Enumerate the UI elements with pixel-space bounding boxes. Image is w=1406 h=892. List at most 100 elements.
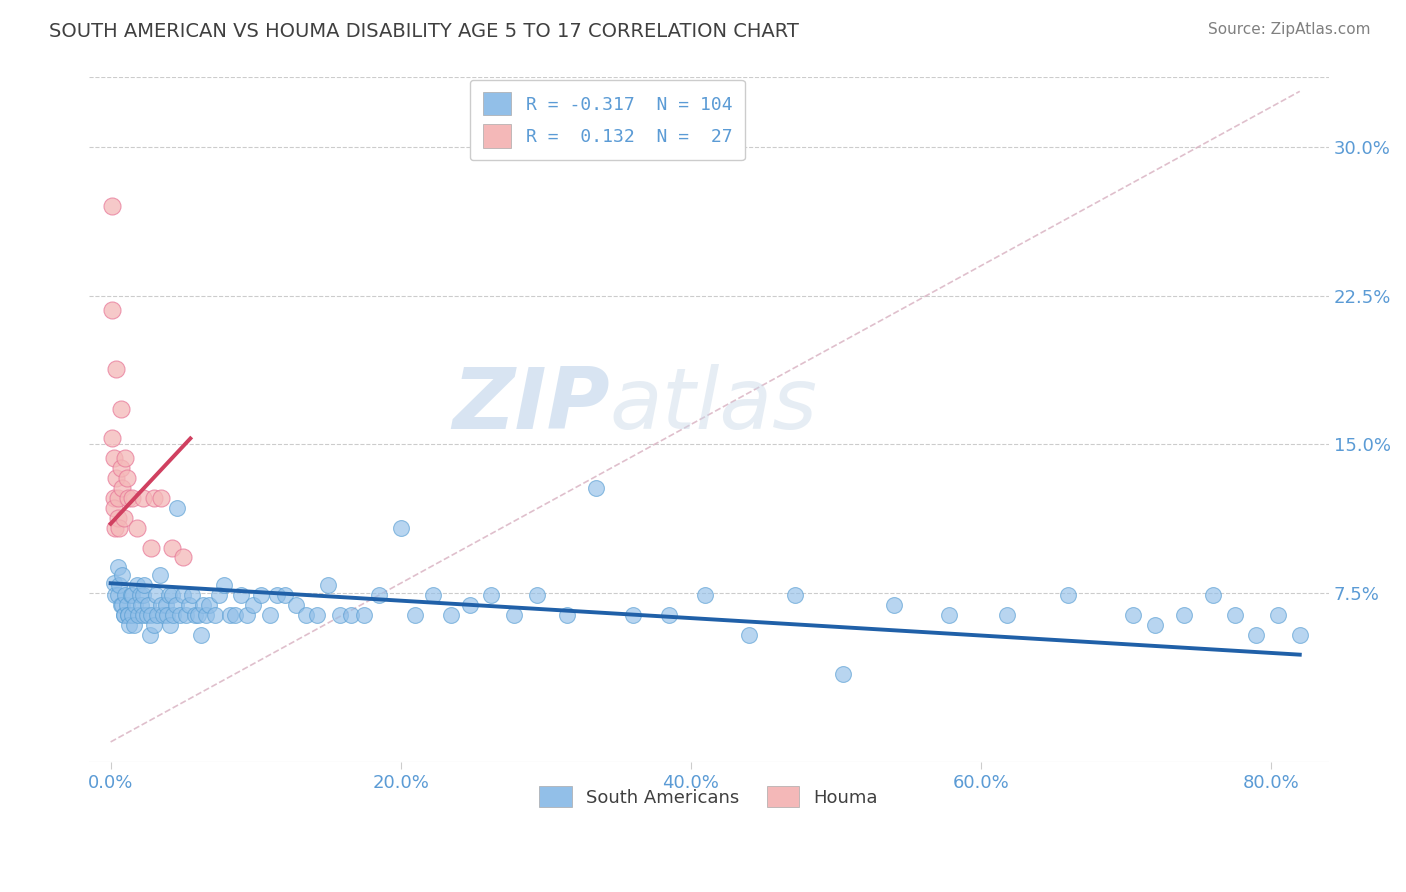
Point <box>440 607 463 622</box>
Point <box>117 491 139 505</box>
Point <box>479 588 502 602</box>
Point <box>190 628 212 642</box>
Point <box>353 607 375 622</box>
Point <box>1223 607 1246 622</box>
Point <box>150 491 173 505</box>
Point <box>101 302 124 317</box>
Point <box>832 667 855 681</box>
Point <box>112 510 135 524</box>
Point <box>104 521 127 535</box>
Point <box>938 607 960 622</box>
Point <box>108 521 131 535</box>
Text: SOUTH AMERICAN VS HOUMA DISABILITY AGE 5 TO 17 CORRELATION CHART: SOUTH AMERICAN VS HOUMA DISABILITY AGE 5… <box>49 22 799 41</box>
Point <box>104 588 127 602</box>
Point <box>152 607 174 622</box>
Point <box>121 491 143 505</box>
Point <box>1267 607 1289 622</box>
Point <box>160 588 183 602</box>
Point <box>149 568 172 582</box>
Point <box>658 607 681 622</box>
Point <box>107 491 129 505</box>
Point <box>131 491 153 505</box>
Point <box>114 588 136 602</box>
Point <box>111 598 134 612</box>
Point <box>110 461 132 475</box>
Point <box>174 607 197 622</box>
Point <box>458 598 481 612</box>
Point <box>218 607 240 622</box>
Point <box>117 607 139 622</box>
Point <box>404 607 426 622</box>
Point <box>159 618 181 632</box>
Point <box>695 588 717 602</box>
Point <box>129 598 152 612</box>
Point <box>340 607 363 622</box>
Point <box>329 607 352 622</box>
Point <box>131 588 153 602</box>
Point <box>160 541 183 555</box>
Text: ZIP: ZIP <box>451 365 610 448</box>
Point <box>1173 607 1195 622</box>
Point <box>156 607 179 622</box>
Point <box>141 607 163 622</box>
Point <box>103 576 125 591</box>
Point <box>285 598 308 612</box>
Point <box>389 521 412 535</box>
Point <box>121 607 143 622</box>
Point <box>105 362 128 376</box>
Point <box>135 607 157 622</box>
Point <box>115 471 138 485</box>
Point <box>105 471 128 485</box>
Point <box>236 607 259 622</box>
Point <box>526 588 548 602</box>
Point <box>212 578 235 592</box>
Point <box>422 588 444 602</box>
Point <box>295 607 318 622</box>
Point <box>557 607 579 622</box>
Point <box>165 598 187 612</box>
Point <box>177 598 200 612</box>
Point <box>585 481 607 495</box>
Point <box>124 598 146 612</box>
Point <box>131 607 153 622</box>
Point <box>107 588 129 602</box>
Point <box>1202 588 1225 602</box>
Point <box>118 618 141 632</box>
Point <box>180 588 202 602</box>
Point <box>738 628 761 642</box>
Point <box>502 607 524 622</box>
Point <box>169 607 191 622</box>
Point <box>198 598 221 612</box>
Point <box>127 607 149 622</box>
Point <box>172 550 194 565</box>
Point <box>1244 628 1267 642</box>
Point <box>103 451 125 466</box>
Point <box>136 598 159 612</box>
Point <box>259 607 281 622</box>
Point <box>266 588 288 602</box>
Point <box>122 618 145 632</box>
Point <box>367 588 389 602</box>
Point <box>143 491 166 505</box>
Point <box>139 628 162 642</box>
Point <box>316 578 339 592</box>
Point <box>112 607 135 622</box>
Point <box>103 500 125 515</box>
Point <box>250 588 273 602</box>
Point <box>108 578 131 592</box>
Point <box>157 588 180 602</box>
Point <box>103 491 125 505</box>
Point <box>145 588 167 602</box>
Text: atlas: atlas <box>610 365 818 448</box>
Point <box>883 598 905 612</box>
Point <box>121 588 143 602</box>
Point <box>204 607 226 622</box>
Point <box>101 432 124 446</box>
Point <box>785 588 807 602</box>
Point <box>114 451 136 466</box>
Text: Source: ZipAtlas.com: Source: ZipAtlas.com <box>1208 22 1371 37</box>
Point <box>208 588 231 602</box>
Point <box>1122 607 1144 622</box>
Point <box>125 521 148 535</box>
Point <box>224 607 246 622</box>
